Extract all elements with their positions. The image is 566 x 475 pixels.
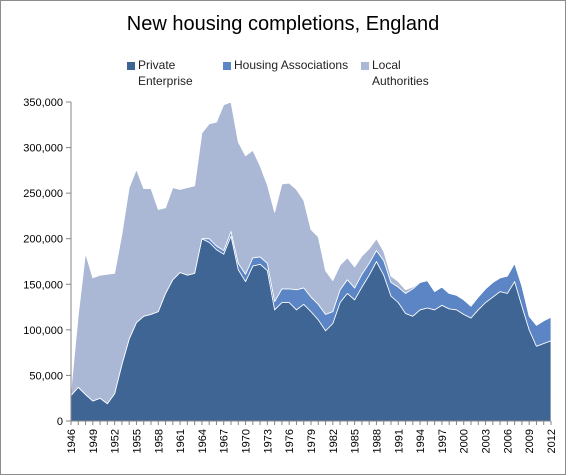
y-tick-label: 300,000 [23, 143, 63, 155]
x-tick-label: 1964 [197, 429, 209, 453]
x-tick-label: 1994 [415, 429, 427, 453]
area-local-authorities [70, 101, 552, 405]
legend-swatch-private-enterprise [127, 62, 135, 70]
legend-label-local-authorities: Local Authorities [372, 58, 429, 88]
y-tick-label: 0 [57, 416, 63, 428]
legend-swatch-housing-associations [223, 62, 231, 70]
y-tick-label: 100,000 [23, 325, 63, 337]
x-tick-label: 1958 [153, 429, 165, 453]
x-tick-label: 1976 [284, 429, 296, 453]
x-tick-label: 1997 [437, 429, 449, 453]
x-tick-label: 2006 [502, 429, 514, 453]
legend-label-housing-associations: Housing Associations [234, 58, 349, 72]
y-tick-label: 50,000 [29, 370, 63, 382]
x-tick-label: 1961 [175, 429, 187, 453]
y-tick-label: 150,000 [23, 279, 63, 291]
x-tick-label: 1985 [350, 429, 362, 453]
x-tick-label: 1970 [241, 429, 253, 453]
x-tick-label: 1955 [131, 429, 143, 453]
x-tick-label: 1973 [262, 429, 274, 453]
x-tick-label: 2012 [546, 429, 558, 453]
x-tick-label: 2000 [459, 429, 471, 453]
x-tick-label: 1979 [306, 429, 318, 453]
x-tick-label: 2003 [481, 429, 493, 453]
x-tick-label: 1982 [328, 429, 340, 453]
x-tick-label: 1952 [110, 429, 122, 453]
chart-title: New housing completions, England [126, 13, 440, 35]
legend-swatch-local-authorities [361, 62, 369, 70]
x-tick-label: 1991 [393, 429, 405, 453]
y-tick-label: 250,000 [23, 188, 63, 200]
legend-label-private-enterprise: Private Enterprise [138, 58, 193, 88]
x-tick-label: 2009 [524, 429, 536, 453]
x-tick-label: 1988 [371, 429, 383, 453]
x-tick-label: 1946 [66, 429, 78, 453]
y-tick-label: 350,000 [23, 97, 63, 109]
x-tick-label: 1949 [88, 429, 100, 453]
x-tick-label: 1967 [219, 429, 231, 453]
y-tick-label: 200,000 [23, 234, 63, 246]
